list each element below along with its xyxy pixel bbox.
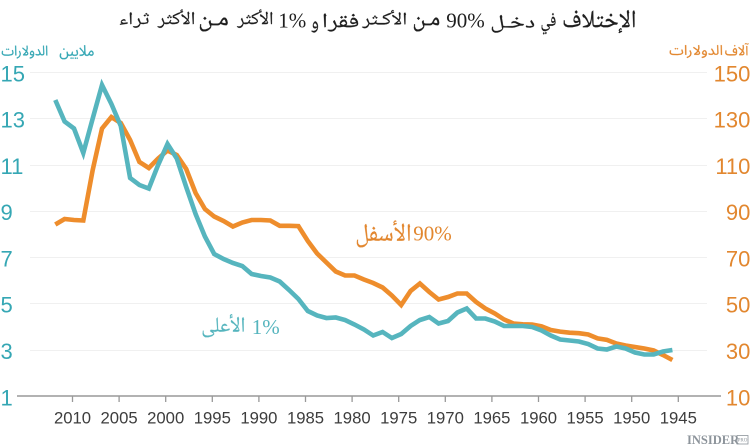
svg-text:1985: 1985 xyxy=(287,409,324,428)
svg-text:PRO: PRO xyxy=(738,439,748,444)
svg-text:150: 150 xyxy=(714,61,750,86)
svg-text:1980: 1980 xyxy=(334,409,371,428)
svg-text:1945: 1945 xyxy=(660,409,697,428)
svg-text:7: 7 xyxy=(1,246,13,271)
svg-text:3: 3 xyxy=(1,339,13,364)
svg-text:1: 1 xyxy=(1,385,13,410)
svg-text:1990: 1990 xyxy=(240,409,277,428)
svg-text:1%: 1% xyxy=(252,315,280,339)
svg-text:1950: 1950 xyxy=(613,409,650,428)
svg-text:2010: 2010 xyxy=(54,409,91,428)
svg-text:70: 70 xyxy=(726,246,750,271)
svg-text:1995: 1995 xyxy=(194,409,231,428)
svg-text:10: 10 xyxy=(726,385,750,410)
svg-text:110: 110 xyxy=(715,154,750,179)
svg-text:11: 11 xyxy=(1,154,24,179)
svg-text:130: 130 xyxy=(714,108,750,133)
svg-text:2000: 2000 xyxy=(147,409,184,428)
svg-text:9: 9 xyxy=(1,200,13,225)
svg-text:1%: 1% xyxy=(278,9,306,33)
svg-text:15: 15 xyxy=(1,61,25,86)
svg-text:1955: 1955 xyxy=(567,409,604,428)
svg-text:30: 30 xyxy=(726,339,750,364)
svg-text:1960: 1960 xyxy=(520,409,557,428)
svg-text:13: 13 xyxy=(1,108,25,133)
svg-text:2005: 2005 xyxy=(101,409,138,428)
svg-text:50: 50 xyxy=(726,293,750,318)
svg-text:INSIDER: INSIDER xyxy=(687,433,740,446)
svg-text:1970: 1970 xyxy=(427,409,464,428)
svg-text:90%: 90% xyxy=(446,9,485,33)
svg-text:90: 90 xyxy=(726,200,750,225)
svg-text:90%: 90% xyxy=(413,222,452,246)
svg-text:5: 5 xyxy=(1,293,13,318)
svg-text:1975: 1975 xyxy=(380,409,417,428)
svg-text:1965: 1965 xyxy=(473,409,510,428)
